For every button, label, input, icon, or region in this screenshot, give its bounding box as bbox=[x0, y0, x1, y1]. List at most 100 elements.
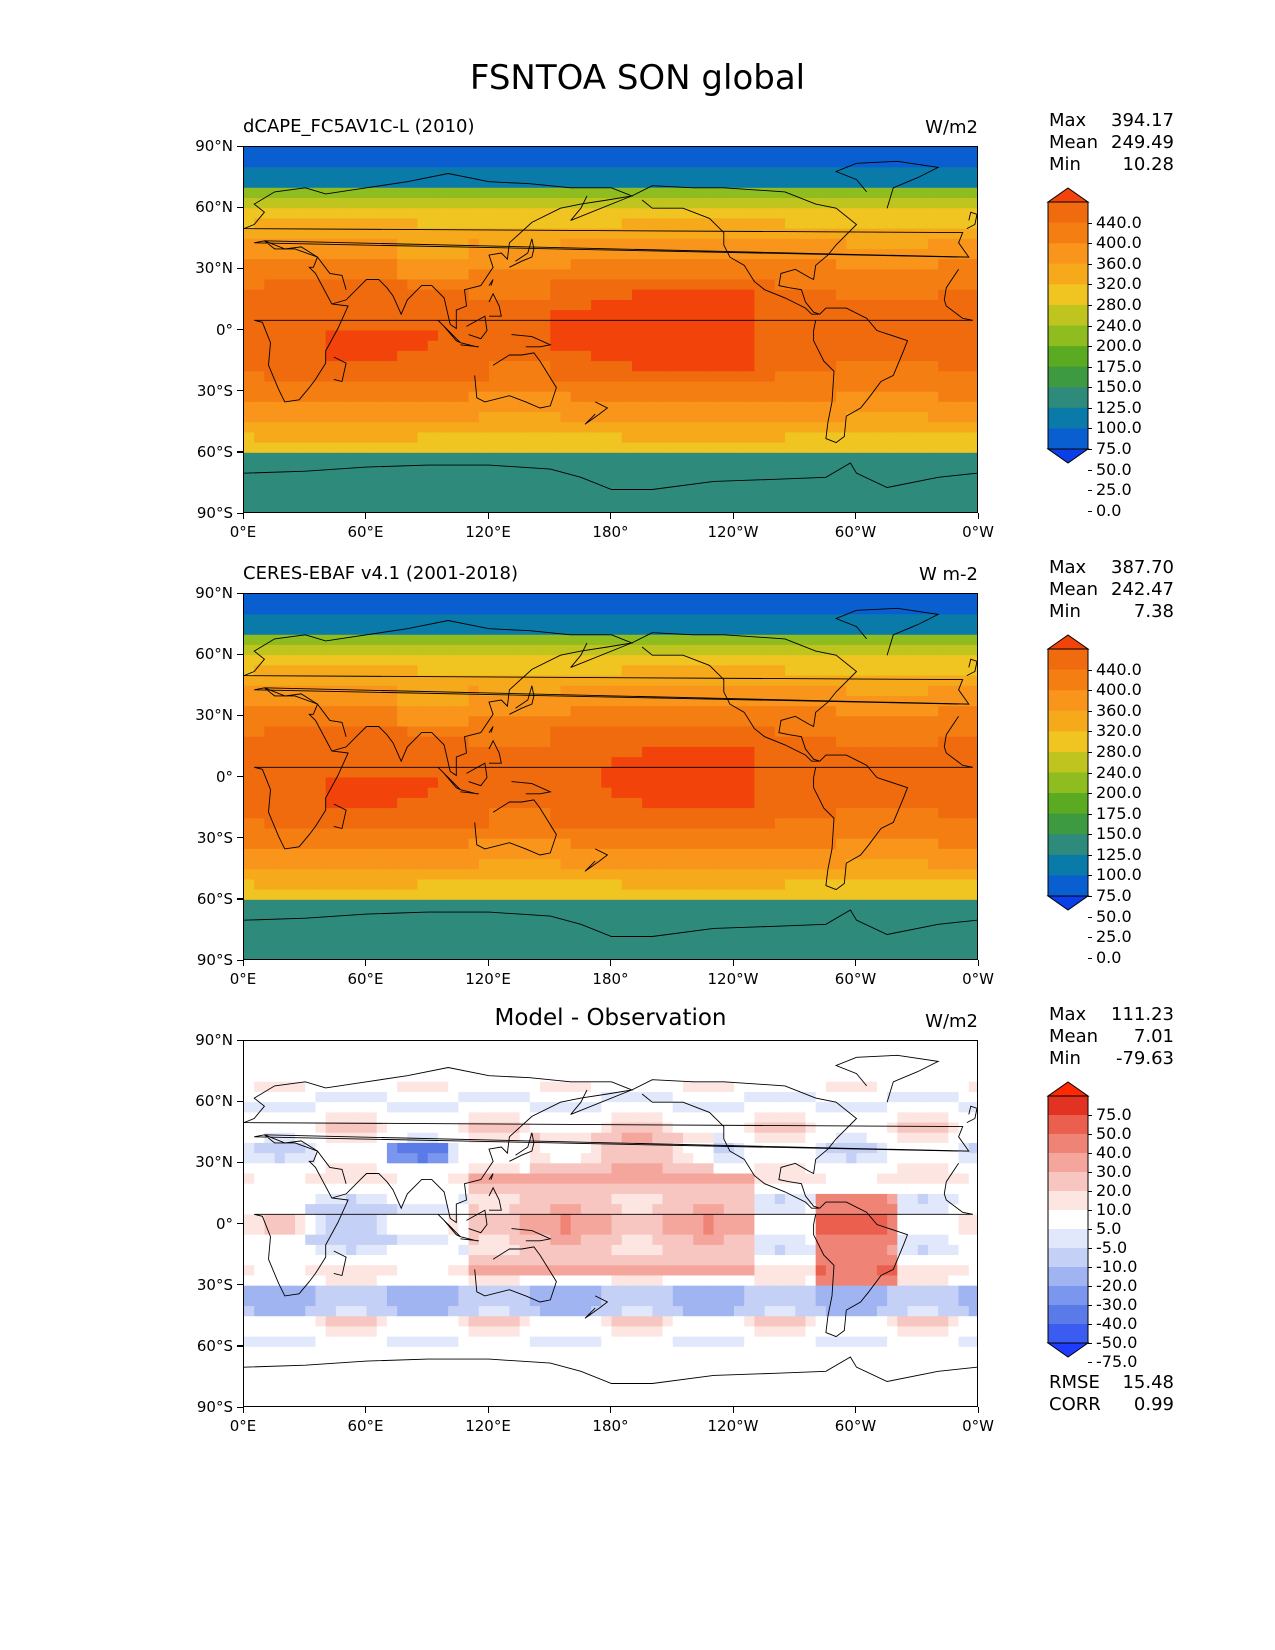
tick-180-label: 180° bbox=[592, 523, 629, 541]
colorbar-label: 200.0 bbox=[1096, 783, 1142, 803]
tick-60w-label: 60°W bbox=[834, 970, 877, 988]
figure-title: FSNTOA SON global bbox=[469, 58, 806, 98]
x-tick-mark bbox=[242, 513, 244, 519]
stat-value: -79.63 bbox=[1115, 1048, 1174, 1069]
colorbar-tick bbox=[1088, 325, 1092, 327]
colorbar-tick bbox=[1088, 813, 1092, 815]
y-tick-mark bbox=[237, 267, 243, 270]
colorbar-tick bbox=[1088, 1229, 1092, 1230]
y-tick-mark bbox=[237, 512, 243, 514]
colorbar-label: 200.0 bbox=[1096, 336, 1142, 356]
panel-title: dCAPE_FC5AV1C-L (2010) bbox=[243, 116, 475, 137]
colorbar-label: -50.0 bbox=[1096, 1333, 1138, 1352]
stats-box: Max 394.17 Mean 249.49 Min 10.28 bbox=[1049, 110, 1174, 176]
colorbar-tick bbox=[1088, 1248, 1092, 1249]
y-tick-mark bbox=[237, 145, 243, 147]
x-tick-mark bbox=[855, 960, 857, 966]
tick-30n-label: 30°N bbox=[195, 706, 233, 725]
tick-30s-label: 30°S bbox=[196, 381, 233, 400]
colorbar-label: 125.0 bbox=[1096, 844, 1142, 864]
colorbar-label: 50.0 bbox=[1096, 906, 1132, 926]
x-tick-mark bbox=[487, 513, 489, 519]
y-tick-mark bbox=[237, 653, 243, 655]
stat-label: Min bbox=[1049, 601, 1081, 622]
colorbar-tick bbox=[1088, 243, 1092, 245]
colorbar-tick bbox=[1088, 407, 1092, 409]
tick-0w-label: 0°W bbox=[962, 970, 994, 988]
units-label: W/m2 bbox=[925, 1011, 978, 1032]
colorbar-label: 280.0 bbox=[1096, 741, 1142, 761]
colorbar-tick bbox=[1088, 304, 1092, 306]
y-tick-mark bbox=[237, 898, 243, 900]
contour-map bbox=[244, 1041, 977, 1406]
x-tick-mark bbox=[855, 1407, 857, 1413]
x-tick-mark bbox=[610, 960, 612, 966]
colorbar-label: -40.0 bbox=[1096, 1314, 1138, 1333]
tick-180-label: 180° bbox=[592, 1417, 629, 1435]
tick-0-label: 0° bbox=[215, 767, 233, 786]
colorbar-label: 320.0 bbox=[1096, 721, 1142, 741]
stat-row: Mean 242.47 bbox=[1049, 579, 1174, 601]
colorbar-label: -5.0 bbox=[1096, 1238, 1128, 1257]
y-tick-mark bbox=[237, 837, 243, 839]
colorbar-label: 320.0 bbox=[1096, 274, 1142, 294]
colorbar-label: 75.0 bbox=[1096, 439, 1132, 458]
colorbar-tick bbox=[1088, 1115, 1092, 1116]
colorbar-tick bbox=[1088, 710, 1092, 712]
tick-90n-label: 90°N bbox=[195, 1031, 233, 1049]
stat-row: CORR 0.99 bbox=[1049, 1394, 1174, 1416]
colorbar-label: 125.0 bbox=[1096, 397, 1142, 417]
stat-label: CORR bbox=[1049, 1394, 1101, 1415]
tick-30n-label: 30°N bbox=[195, 259, 233, 278]
tick-30s-label: 30°S bbox=[196, 1275, 233, 1294]
stat-value: 249.49 bbox=[1111, 132, 1174, 153]
colorbar-label: 40.0 bbox=[1096, 1143, 1132, 1162]
x-tick-mark bbox=[610, 1407, 612, 1413]
colorbar bbox=[1046, 1081, 1090, 1358]
stat-label: Mean bbox=[1049, 579, 1099, 600]
stat-value: 387.70 bbox=[1111, 557, 1174, 578]
x-tick-mark bbox=[732, 1407, 734, 1413]
colorbar-tick bbox=[1088, 1362, 1092, 1363]
y-tick-mark bbox=[237, 1161, 243, 1164]
stat-value: 15.48 bbox=[1122, 1372, 1174, 1393]
colorbar-tick bbox=[1088, 284, 1092, 286]
colorbar-label: 75.0 bbox=[1096, 1105, 1132, 1124]
stat-value: 10.28 bbox=[1122, 154, 1174, 175]
x-tick-mark bbox=[487, 1407, 489, 1413]
stat-label: Mean bbox=[1049, 1026, 1099, 1047]
colorbar-tick bbox=[1088, 222, 1092, 224]
colorbar-tick bbox=[1088, 1172, 1092, 1173]
y-tick-mark bbox=[237, 776, 243, 778]
colorbar-label: 100.0 bbox=[1096, 418, 1142, 438]
tick-60s-label: 60°S bbox=[196, 1336, 233, 1355]
colorbar-tick bbox=[1088, 428, 1092, 430]
tick-60w-label: 60°W bbox=[834, 523, 877, 541]
colorbar-label: 150.0 bbox=[1096, 824, 1142, 844]
x-tick-mark bbox=[242, 1407, 244, 1413]
stat-row: Max 111.23 bbox=[1049, 1004, 1174, 1026]
tick-0w-label: 0°W bbox=[962, 523, 994, 541]
y-tick-mark bbox=[237, 1100, 243, 1102]
colorbar-tick bbox=[1088, 896, 1092, 897]
tick-60n-label: 60°N bbox=[195, 1092, 233, 1111]
y-tick-mark bbox=[237, 451, 243, 453]
colorbar-tick bbox=[1088, 834, 1092, 836]
y-tick-mark bbox=[237, 390, 243, 392]
y-tick-mark bbox=[237, 329, 243, 331]
colorbar-label: 50.0 bbox=[1096, 1124, 1132, 1143]
colorbar-tick bbox=[1088, 937, 1092, 939]
stat-label: Max bbox=[1049, 557, 1087, 578]
colorbar-label: -20.0 bbox=[1096, 1276, 1138, 1295]
colorbar-label: 5.0 bbox=[1096, 1219, 1122, 1238]
colorbar-tick bbox=[1088, 510, 1092, 512]
colorbar-label: 20.0 bbox=[1096, 1181, 1132, 1200]
contour-map bbox=[244, 594, 977, 959]
colorbar-label: 25.0 bbox=[1096, 480, 1132, 500]
stats-box: Max 111.23 Mean 7.01 Min -79.63 bbox=[1049, 1004, 1174, 1070]
colorbar-tick bbox=[1088, 1324, 1092, 1325]
map-area bbox=[243, 1040, 978, 1407]
colorbar-tick bbox=[1088, 263, 1092, 265]
y-tick-mark bbox=[237, 1406, 243, 1408]
colorbar bbox=[1046, 634, 1090, 911]
